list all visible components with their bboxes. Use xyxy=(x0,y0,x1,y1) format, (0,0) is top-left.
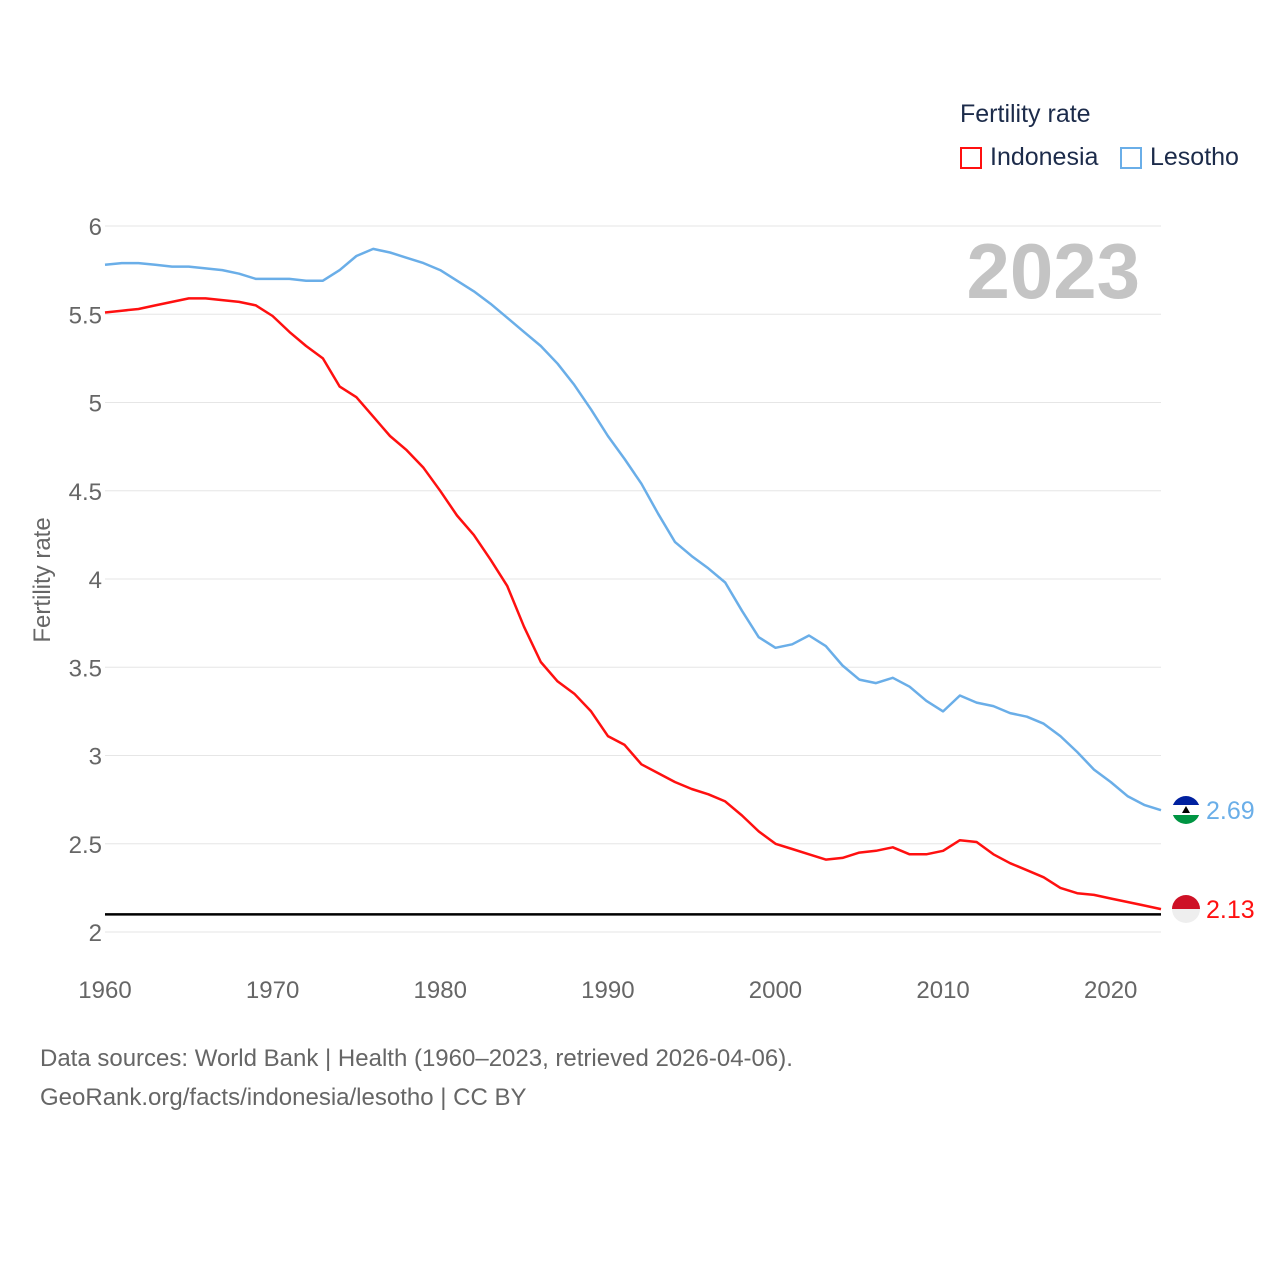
x-tick-label: 2010 xyxy=(916,977,969,1004)
legend-swatch-indonesia xyxy=(960,146,982,169)
x-tick-label: 2000 xyxy=(749,977,802,1004)
series-line-lesotho xyxy=(104,247,1162,812)
y-tick-label: 5 xyxy=(89,391,102,418)
y-tick-label: 5.5 xyxy=(69,302,102,329)
lesotho-flag-icon xyxy=(1172,796,1200,824)
x-axis-ticks: 1960 1970 1980 1990 2000 2010 2020 xyxy=(78,977,1137,1004)
legend-label-indonesia: Indonesia xyxy=(990,143,1099,171)
y-tick-label: 3.5 xyxy=(69,655,102,682)
y-tick-label: 3 xyxy=(89,744,102,771)
data-source-text: Data sources: World Bank | Health (1960–… xyxy=(40,1045,793,1072)
x-tick-label: 1970 xyxy=(246,977,299,1004)
gridlines xyxy=(105,225,1161,933)
y-tick-label: 2.5 xyxy=(69,832,102,859)
y-tick-label: 4 xyxy=(89,567,102,594)
year-label: 2023 xyxy=(966,227,1140,315)
attribution-link[interactable]: GeoRank.org/facts/indonesia/lesotho | CC… xyxy=(40,1084,527,1111)
series-line-indonesia xyxy=(104,297,1162,911)
end-value-labels: 2.13 2.69 xyxy=(1206,797,1255,924)
legend-swatch-lesotho xyxy=(1120,146,1142,169)
indonesia-flag-icon xyxy=(1172,895,1200,923)
series-lines xyxy=(104,247,1162,911)
x-tick-label: 1990 xyxy=(581,977,634,1004)
legend-label-lesotho: Lesotho xyxy=(1150,143,1239,171)
y-axis-ticks: 2 2.5 3 3.5 4 4.5 5 5.5 6 xyxy=(69,214,102,947)
x-tick-label: 1960 xyxy=(78,977,131,1004)
legend-item-indonesia[interactable]: Indonesia xyxy=(960,143,1098,172)
y-axis-label: Fertility rate xyxy=(29,517,56,642)
end-label-lesotho: 2.69 xyxy=(1206,797,1255,825)
legend-title: Fertility rate xyxy=(960,100,1091,128)
end-label-indonesia: 2.13 xyxy=(1206,896,1255,924)
legend-item-lesotho[interactable]: Lesotho xyxy=(1120,143,1239,172)
y-tick-label: 2 xyxy=(89,920,102,947)
x-tick-label: 2020 xyxy=(1084,977,1137,1004)
x-tick-label: 1980 xyxy=(414,977,467,1004)
y-tick-label: 6 xyxy=(89,214,102,241)
y-tick-label: 4.5 xyxy=(69,479,102,506)
